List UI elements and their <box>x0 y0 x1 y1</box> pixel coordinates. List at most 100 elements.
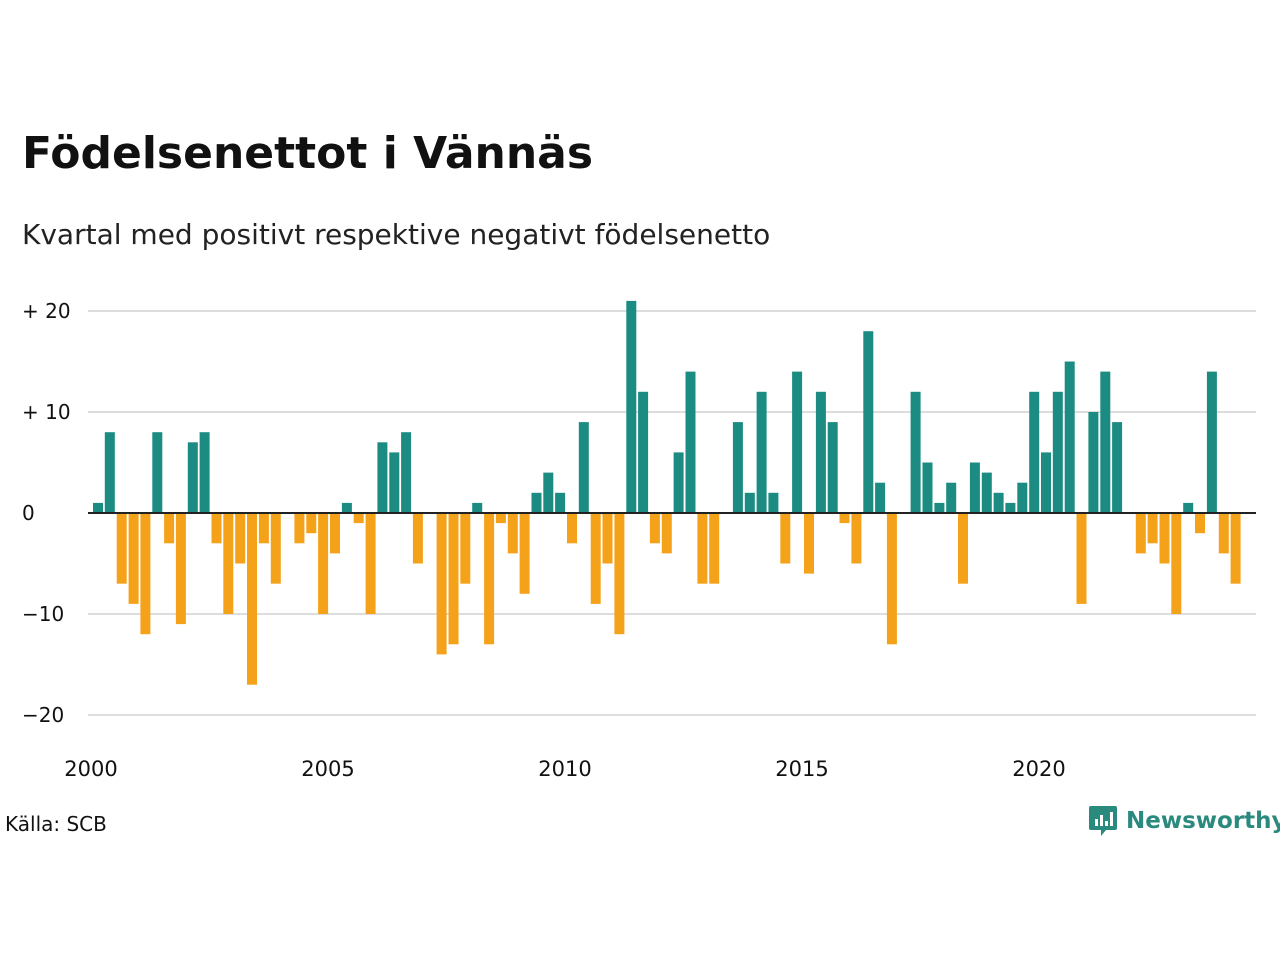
bar-positive <box>1017 482 1028 513</box>
bar-positive <box>543 472 554 513</box>
bar-negative <box>140 513 151 635</box>
bar-negative <box>851 513 862 564</box>
bar-positive <box>934 502 945 513</box>
y-tick-label: 0 <box>22 501 35 525</box>
bar-negative <box>1135 513 1146 554</box>
bar-positive <box>626 300 637 513</box>
bar-negative <box>1171 513 1182 614</box>
bar-negative <box>128 513 139 604</box>
bar-positive <box>187 442 198 513</box>
y-tick-label: −20 <box>22 703 64 727</box>
bars <box>93 300 1241 685</box>
bar-positive <box>578 422 589 513</box>
bar-positive <box>152 432 163 513</box>
x-axis-labels: 2000 2005 2010 2015 2020 <box>64 757 1065 781</box>
bar-negative <box>436 513 447 655</box>
bar-negative <box>235 513 246 564</box>
bar-negative <box>709 513 720 584</box>
bar-positive <box>946 482 957 513</box>
chart-title: Födelsenettot i Vännäs <box>22 128 594 179</box>
bar-positive <box>981 472 992 513</box>
bar-negative <box>1076 513 1087 604</box>
bar-negative <box>614 513 625 635</box>
bar-negative <box>175 513 186 625</box>
y-tick-label: + 20 <box>22 299 71 323</box>
bar-negative <box>649 513 660 544</box>
y-tick-label: −10 <box>22 602 64 626</box>
bar-positive <box>199 432 210 513</box>
bar-negative <box>602 513 613 564</box>
bar-negative <box>294 513 305 544</box>
bar-positive <box>756 391 767 513</box>
bar-positive <box>768 492 779 513</box>
bar-positive <box>1041 452 1051 513</box>
bar-positive <box>792 371 803 513</box>
bar-negative <box>886 513 897 645</box>
bar-negative <box>1159 513 1170 564</box>
bar-positive <box>341 502 352 513</box>
bar-negative <box>590 513 601 604</box>
bar-negative <box>1195 513 1205 534</box>
bar-negative <box>1218 513 1229 554</box>
brand-name: Newsworthy <box>1126 808 1280 834</box>
chart-logo-icon <box>1089 806 1117 836</box>
bar-positive <box>1112 422 1123 513</box>
bar-negative <box>306 513 317 534</box>
bar-negative <box>448 513 459 645</box>
bar-negative <box>661 513 672 554</box>
bar-negative <box>1147 513 1158 544</box>
bar-negative <box>519 513 530 594</box>
bar-positive <box>732 422 743 513</box>
bar-positive <box>969 462 980 513</box>
bar-negative <box>330 513 340 554</box>
bar-positive <box>827 422 838 513</box>
bar-negative <box>484 513 495 645</box>
bar-positive <box>1064 361 1075 513</box>
bar-negative <box>211 513 222 544</box>
bar-positive <box>673 452 684 513</box>
bar-negative <box>318 513 329 614</box>
x-tick-label: 2015 <box>775 757 828 781</box>
bar-negative <box>270 513 281 584</box>
bar-positive <box>1088 412 1099 513</box>
chart-subtitle: Kvartal med positivt respektive negativt… <box>22 218 771 251</box>
bar-negative <box>697 513 708 584</box>
bar-positive <box>744 492 755 513</box>
source-note: Källa: SCB <box>5 812 107 836</box>
y-axis-labels: + 20 + 10 0 −10 −20 <box>22 299 71 727</box>
bar-negative <box>804 513 814 574</box>
bar-negative <box>258 513 269 544</box>
bar-negative <box>495 513 506 524</box>
bar-negative <box>839 513 850 524</box>
bar-negative <box>365 513 376 614</box>
bar-negative <box>460 513 471 584</box>
bar-positive <box>377 442 388 513</box>
bar-negative <box>223 513 234 614</box>
bar-positive <box>875 482 886 513</box>
bar-positive <box>1206 371 1217 513</box>
bar-positive <box>685 371 696 513</box>
x-tick-label: 2000 <box>64 757 117 781</box>
bar-positive <box>638 391 649 513</box>
bar-positive <box>815 391 826 513</box>
bar-negative <box>507 513 518 554</box>
bar-positive <box>910 391 921 513</box>
x-tick-label: 2010 <box>538 757 591 781</box>
x-tick-label: 2020 <box>1012 757 1065 781</box>
bar-negative <box>780 513 791 564</box>
bar-positive <box>531 492 542 513</box>
bar-negative <box>567 513 577 544</box>
bar-negative <box>247 513 257 685</box>
bar-positive <box>1052 391 1063 513</box>
bar-negative <box>1230 513 1241 584</box>
bar-positive <box>863 331 874 513</box>
bar-negative <box>353 513 364 524</box>
bar-positive <box>93 502 103 513</box>
y-tick-label: + 10 <box>22 400 71 424</box>
bar-negative <box>412 513 423 564</box>
bar-positive <box>1005 502 1016 513</box>
newsworthy-logo[interactable]: Newsworthy <box>1088 804 1280 838</box>
bar-positive <box>472 502 483 513</box>
bar-positive <box>401 432 412 513</box>
bar-chart: + 20 + 10 0 −10 −20 2000 2005 2010 2015 2020 <box>22 299 1256 781</box>
